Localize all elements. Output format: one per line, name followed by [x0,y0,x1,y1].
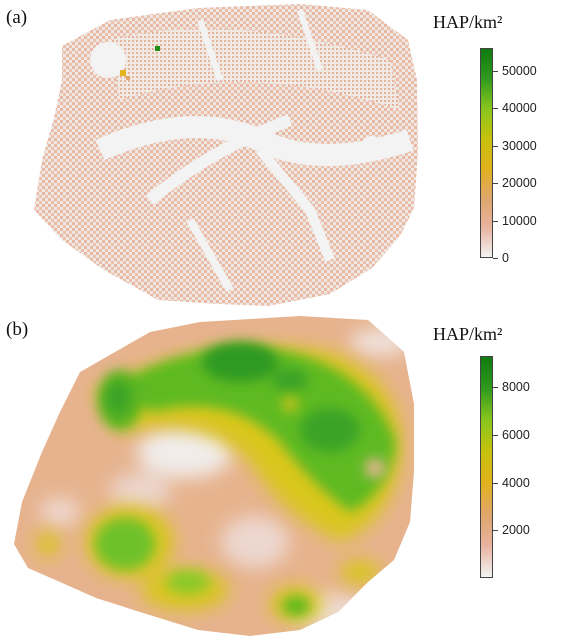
panel-a: (a) HAP/km² 50000 40000 30000 20000 10000 0 [0,0,563,312]
panel-label: (b) [6,319,29,340]
panel-label: (a) [6,7,28,28]
legend-tick-label: 40000 [502,101,537,115]
legend-colorbar [480,48,493,258]
legend-tick-label: 30000 [502,138,537,153]
legend-tick-mark [493,145,498,147]
legend-title: HAP/km² [433,324,503,344]
legend-tick-label: 4000 [502,475,530,490]
legend-tick-label: 6000 [502,427,530,442]
legend-tick-mark [493,70,498,72]
legend-tick-label: 50000 [502,63,537,78]
legend-title: HAP/km² [433,12,503,32]
legend-tick-mark [493,258,498,259]
legend-tick-mark [493,183,498,184]
legend-tick-mark [493,530,498,532]
legend-tick-mark [493,108,498,109]
legend-tick-label: 0 [502,251,509,265]
density-map-gridded [34,4,418,306]
legend-tick-mark [493,482,498,484]
legend-tick-label: 2000 [502,523,530,538]
legend-tick-mark [493,387,498,389]
legend-colorbar [480,356,493,578]
legend-tick-mark [493,220,498,222]
density-map-smoothed [14,316,414,636]
legend-tick-mark [493,434,498,436]
legend-tick-label: 20000 [502,176,537,190]
legend-tick-label: 10000 [502,213,537,228]
panel-b: (b) HAP/km² 8000 6000 4000 2000 [0,312,563,640]
legend-tick-label: 8000 [502,380,530,395]
